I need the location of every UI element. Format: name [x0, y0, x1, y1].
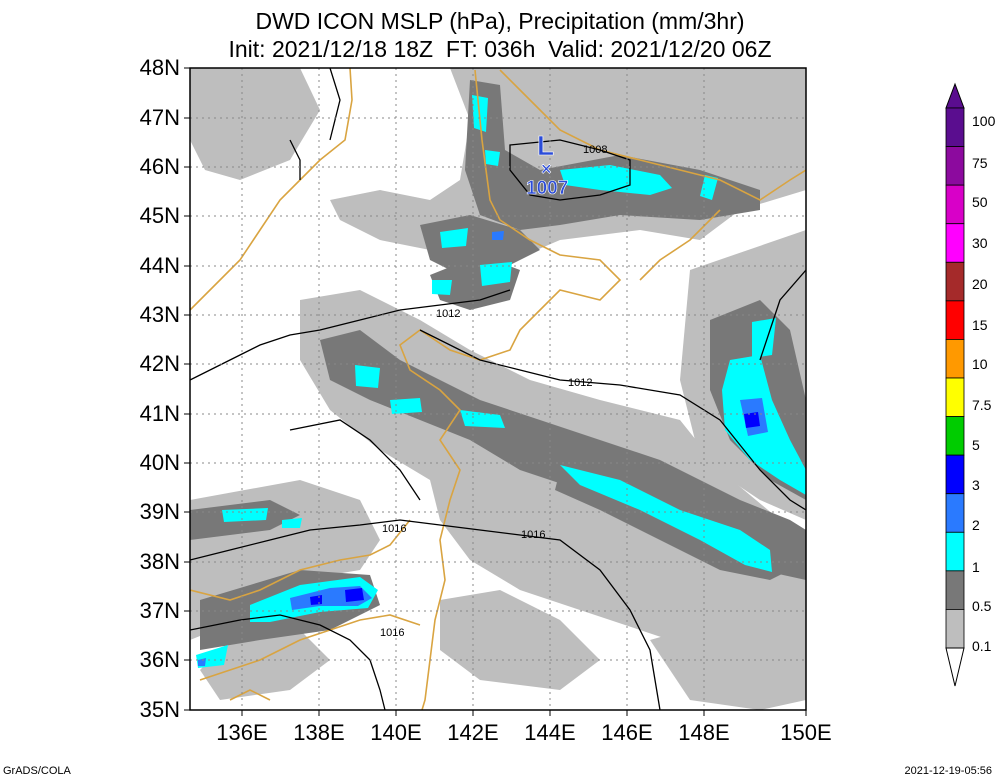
colorbar-swatch — [945, 493, 965, 533]
lat-label: 38N — [139, 549, 180, 574]
colorbar-label: 30 — [972, 235, 988, 251]
grid-layer — [190, 68, 806, 710]
lat-label: 40N — [139, 450, 180, 475]
lat-label: 46N — [139, 154, 180, 179]
map-subtitle: Init: 2021/12/18 18Z FT: 036h Valid: 202… — [228, 36, 772, 62]
colorbar-label: 20 — [972, 276, 988, 292]
tick-marks — [184, 67, 807, 716]
isobar-label: 1016 — [521, 529, 545, 541]
colorbar-swatch — [945, 609, 965, 649]
colorbar-swatch — [945, 300, 965, 340]
lon-label: 144E — [524, 720, 576, 745]
lat-label: 36N — [139, 647, 180, 672]
isobar-label: 1016 — [380, 627, 404, 639]
colorbar-label: 0.1 — [972, 638, 992, 654]
low-pressure-value: 1007 — [526, 178, 568, 199]
lat-label: 48N — [139, 55, 180, 80]
colorbar-swatch — [945, 377, 965, 417]
coastline-layer — [190, 68, 806, 710]
colorbar-label: 10 — [972, 356, 988, 372]
colorbar-swatch — [945, 339, 965, 379]
lon-label: 142E — [447, 720, 499, 745]
isobar-label: 1012 — [568, 377, 592, 389]
lat-label: 37N — [139, 598, 180, 623]
lon-label: 146E — [601, 720, 653, 745]
colorbar-top-cap — [945, 82, 965, 109]
colorbar-label: 5 — [972, 437, 980, 453]
colorbar-swatch — [945, 184, 965, 225]
software-credit: GrADS/COLA — [3, 765, 71, 777]
colorbar-bottom-cap — [945, 647, 965, 687]
plot-frame — [189, 67, 807, 711]
lon-label: 138E — [293, 720, 345, 745]
colorbar-label: 0.5 — [972, 598, 992, 614]
lat-label: 45N — [139, 203, 180, 228]
lon-label: 148E — [678, 720, 730, 745]
colorbar-swatch — [945, 223, 965, 263]
colorbar — [945, 82, 965, 687]
generated-timestamp: 2021-12-19-05:56 — [904, 765, 992, 777]
isobar-label: 1008 — [583, 144, 607, 156]
colorbar-swatch — [945, 107, 965, 147]
lon-label: 150E — [780, 720, 832, 745]
lat-label: 47N — [139, 105, 180, 130]
low-pressure-symbol: L — [537, 130, 554, 161]
lon-label: 140E — [370, 720, 422, 745]
isobar-label: 1012 — [436, 308, 460, 320]
lat-label: 39N — [139, 499, 180, 524]
colorbar-label: 100 — [972, 113, 996, 129]
colorbar-label: 50 — [972, 194, 988, 210]
lat-label: 42N — [139, 351, 180, 376]
lon-label: 136E — [216, 720, 268, 745]
lat-label: 43N — [139, 302, 180, 327]
lat-label: 44N — [139, 253, 180, 278]
map-title: DWD ICON MSLP (hPa), Precipitation (mm/3… — [255, 8, 745, 34]
colorbar-swatch — [945, 416, 965, 456]
colorbar-swatch — [945, 454, 965, 495]
colorbar-label: 15 — [972, 317, 988, 333]
lat-label: 41N — [139, 401, 180, 426]
colorbar-label: 3 — [972, 477, 980, 493]
isobar-label: 1016 — [382, 523, 406, 535]
colorbar-swatch — [945, 531, 965, 572]
colorbar-label: 1 — [972, 559, 980, 575]
colorbar-swatch — [945, 261, 965, 302]
colorbar-label: 75 — [972, 155, 988, 171]
colorbar-label: 7.5 — [972, 397, 992, 413]
lat-label: 35N — [139, 697, 180, 722]
isobar-layer — [190, 68, 806, 710]
colorbar-label: 2 — [972, 517, 980, 533]
colorbar-swatch — [945, 146, 965, 186]
low-center-marker: × — [541, 159, 552, 179]
colorbar-swatch — [945, 570, 965, 610]
